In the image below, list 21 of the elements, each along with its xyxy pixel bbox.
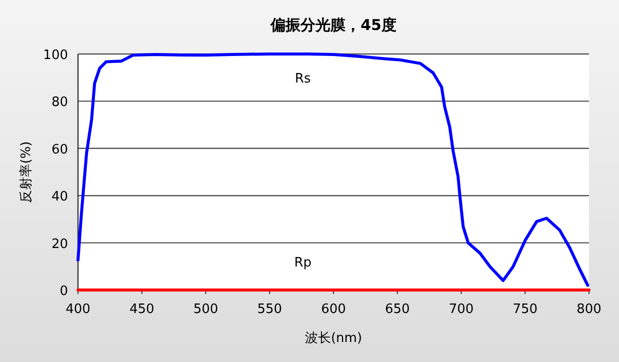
x-tick-label: 750 <box>512 302 538 317</box>
y-tick-label: 20 <box>51 236 68 252</box>
x-tick-label: 800 <box>576 302 602 317</box>
series-label: Rs <box>294 71 311 86</box>
x-tick-label: 400 <box>66 302 90 317</box>
x-tick-label: 500 <box>193 302 218 317</box>
y-axis-title: 反射率(%) <box>18 141 34 203</box>
y-tick-label: 40 <box>51 190 68 205</box>
line-series <box>76 52 590 287</box>
series-label: Rp <box>294 255 312 270</box>
y-tick-label: 100 <box>43 48 68 63</box>
x-tick-label: 550 <box>257 302 282 317</box>
chart-title: 偏振分光膜，45度 <box>270 16 396 34</box>
y-tick-label: 60 <box>51 142 68 158</box>
x-tick-label: 650 <box>384 302 410 317</box>
y-tick-label: 80 <box>51 95 68 110</box>
x-tick-label: 450 <box>129 302 154 317</box>
x-axis-title: 波长(nm) <box>304 331 362 346</box>
y-tick-label: 0 <box>60 284 68 299</box>
x-tick-label: 700 <box>448 302 474 317</box>
x-tick-label: 600 <box>321 302 346 317</box>
